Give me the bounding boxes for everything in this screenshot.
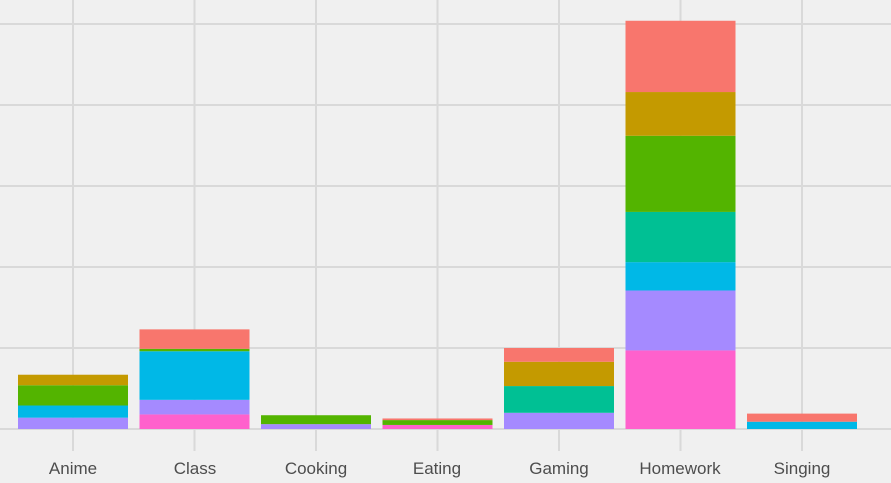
x-tick-label: Homework [639, 459, 721, 478]
bar-segment [139, 348, 250, 352]
bar-segment [139, 414, 250, 429]
x-tick-label: Anime [49, 459, 97, 478]
bar-segment [504, 412, 614, 429]
bar-segment [139, 351, 250, 400]
bar-segment [382, 424, 493, 429]
bar-segment [139, 329, 250, 349]
bar-segment [18, 405, 128, 418]
bars [18, 20, 857, 429]
bar-segment [625, 350, 736, 429]
bar-segment [18, 374, 128, 386]
bar-segment [504, 361, 614, 387]
bar-segment [504, 348, 614, 362]
bar-segment [625, 135, 736, 212]
bar-segment [382, 420, 493, 425]
bar-segment [747, 413, 857, 422]
bar-segment [625, 290, 736, 351]
x-tick-label: Class [174, 459, 217, 478]
x-tick-label: Cooking [285, 459, 347, 478]
bar-segment [18, 385, 128, 406]
bar-segment [625, 20, 736, 93]
bar-segment [625, 211, 736, 263]
x-axis-tick-labels: Anime Class Cooking Eating Gaming Homewo… [49, 459, 830, 478]
bar-segment [261, 415, 371, 425]
bar-segment [261, 424, 371, 429]
bar-segment [382, 418, 493, 421]
bar-segment [625, 262, 736, 291]
x-tick-label: Gaming [529, 459, 589, 478]
x-tick-label: Eating [413, 459, 461, 478]
x-tick-label: Singing [774, 459, 831, 478]
bar-segment [625, 92, 736, 136]
bar-segment [18, 417, 128, 429]
bar-segment [747, 421, 857, 429]
bar-segment [504, 386, 614, 413]
bar-segment [139, 399, 250, 415]
